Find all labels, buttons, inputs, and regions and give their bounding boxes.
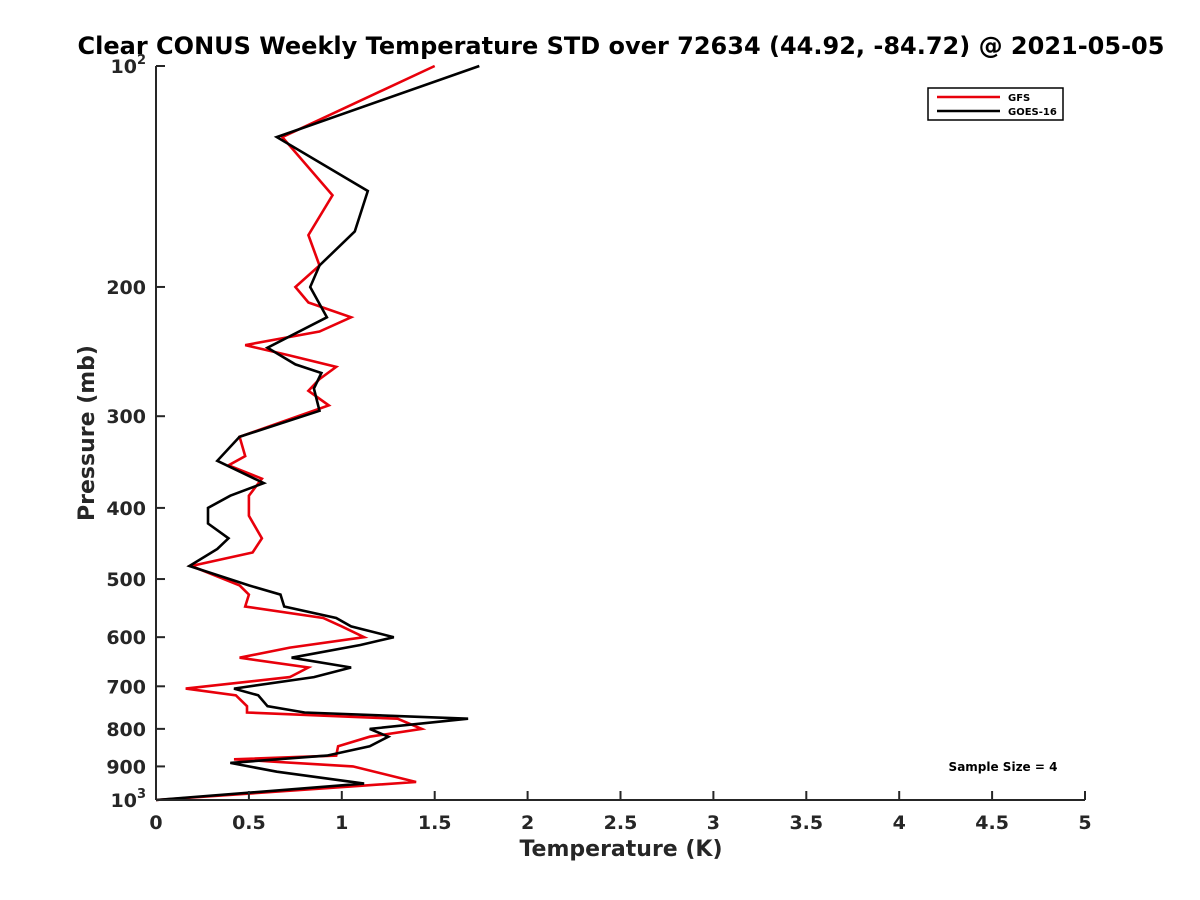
y-tick-label: 300 xyxy=(106,406,146,428)
x-tick-label: 1 xyxy=(335,812,348,834)
y-tick-label: 600 xyxy=(106,627,146,649)
y-tick-label: 700 xyxy=(106,676,146,698)
x-axis-label: Temperature (K) xyxy=(519,837,722,862)
sample-size-annotation: Sample Size = 4 xyxy=(949,760,1058,774)
x-tick-label: 0.5 xyxy=(232,812,266,834)
chart-title: Clear CONUS Weekly Temperature STD over … xyxy=(78,32,1165,60)
legend-box xyxy=(927,87,1064,121)
y-tick-label: 900 xyxy=(106,756,146,778)
y-tick-label: 500 xyxy=(106,569,146,591)
y-tick-label: 200 xyxy=(106,277,146,299)
y-axis-label: Pressure (mb) xyxy=(75,345,100,521)
y-axis-ticks: 102 200 300 400 500 600 700 800 900 103 xyxy=(106,53,165,812)
x-tick-label: 2 xyxy=(521,812,534,834)
y-tick-label: 102 xyxy=(111,53,147,78)
legend: GFS GOES-16 xyxy=(927,87,1064,121)
x-tick-label: 0 xyxy=(149,812,162,834)
legend-label: GOES-16 xyxy=(1008,107,1057,118)
x-tick-label: 3 xyxy=(707,812,720,834)
x-axis-ticks: 0 0.5 1 1.5 2 2.5 3 3.5 4 4.5 5 xyxy=(149,791,1092,834)
legend-label: GFS xyxy=(1008,93,1030,104)
x-tick-label: 2.5 xyxy=(604,812,638,834)
x-tick-label: 4.5 xyxy=(975,812,1009,834)
x-tick-label: 5 xyxy=(1078,812,1091,834)
y-tick-label: 103 xyxy=(111,787,147,812)
x-tick-label: 4 xyxy=(893,812,906,834)
x-tick-label: 3.5 xyxy=(789,812,823,834)
plot-lines xyxy=(155,64,480,802)
y-tick-label: 400 xyxy=(106,498,146,520)
series-line-goes-16 xyxy=(155,64,480,802)
x-tick-label: 1.5 xyxy=(418,812,452,834)
y-tick-label: 800 xyxy=(106,719,146,741)
